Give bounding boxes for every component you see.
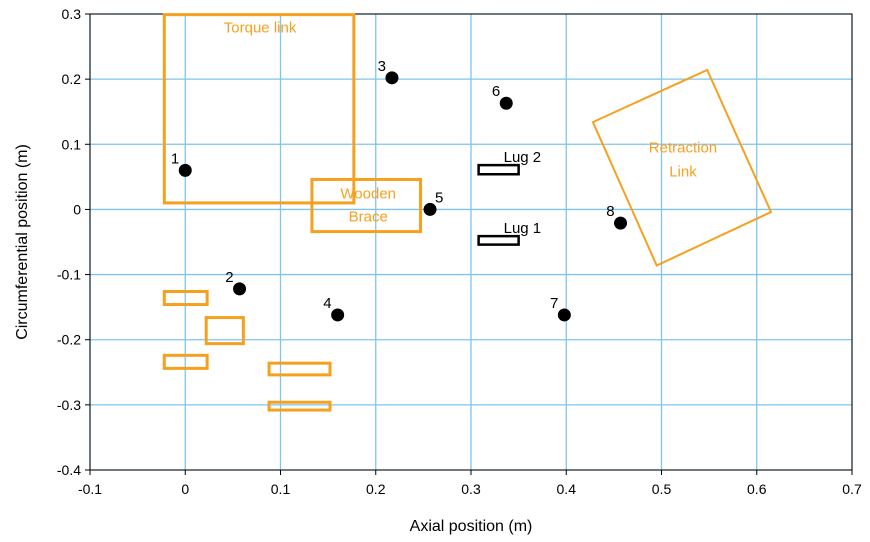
y-tick-label: -0.4 bbox=[57, 462, 81, 478]
sensor-point-6 bbox=[499, 96, 513, 110]
lug-label: Lug 1 bbox=[504, 220, 542, 237]
sensor-point-label: 8 bbox=[606, 203, 614, 220]
x-tick-label: 0.1 bbox=[271, 481, 291, 497]
sensor-point-label: 3 bbox=[378, 58, 386, 75]
sensor-point-7 bbox=[557, 308, 571, 322]
sensor-point-label: 7 bbox=[550, 295, 558, 312]
component-box bbox=[267, 361, 332, 377]
lug-2-outline bbox=[477, 163, 520, 176]
sensor-point-label: 6 bbox=[492, 83, 500, 100]
component-box bbox=[162, 353, 209, 370]
x-tick-label: -0.1 bbox=[78, 481, 102, 497]
retraction-link-label-line2: Link bbox=[669, 163, 697, 180]
x-tick-label: 0.4 bbox=[557, 481, 577, 497]
sensor-points: 1 2 3 4 5 6 7 8 bbox=[171, 58, 628, 322]
retraction-link-outline bbox=[591, 68, 773, 267]
component-box bbox=[204, 316, 245, 346]
y-axis-ticks: 0.3 0.2 0.1 0 -0.1 -0.2 -0.3 -0.4 bbox=[57, 6, 90, 478]
wooden-brace-outline bbox=[310, 177, 423, 234]
component-box bbox=[162, 290, 209, 307]
y-tick-label: 0.3 bbox=[62, 6, 82, 22]
sensor-point-4 bbox=[331, 308, 345, 322]
component-box bbox=[267, 400, 332, 412]
x-tick-label: 0.5 bbox=[652, 481, 672, 497]
sensor-point-label: 5 bbox=[435, 189, 443, 206]
x-axis-ticks: -0.1 0 0.1 0.2 0.3 0.4 0.5 0.6 0.7 bbox=[78, 470, 862, 497]
sensor-point-8 bbox=[614, 216, 628, 230]
x-axis-label: Axial position (m) bbox=[410, 518, 533, 535]
x-tick-label: 0.6 bbox=[747, 481, 767, 497]
torque-link-label: Torque link bbox=[224, 20, 297, 37]
sensor-point-2 bbox=[233, 282, 247, 296]
y-tick-label: -0.2 bbox=[57, 332, 81, 348]
y-tick-label: -0.1 bbox=[57, 267, 81, 283]
sensor-point-label: 2 bbox=[225, 269, 233, 286]
retraction-link-label-line1: Retraction bbox=[649, 139, 717, 156]
x-tick-label: 0.3 bbox=[461, 481, 481, 497]
y-tick-label: 0.2 bbox=[62, 71, 82, 87]
x-tick-label: 0.2 bbox=[366, 481, 386, 497]
lug-1-outline bbox=[477, 234, 520, 246]
torque-link-outline bbox=[162, 13, 356, 205]
sensor-point-label: 1 bbox=[171, 150, 179, 167]
sensor-point-3 bbox=[385, 71, 399, 85]
component-outlines: Torque link Wooden Brace Lug 2 Lug 1 Retracti… bbox=[162, 13, 773, 412]
sensor-point-label: 4 bbox=[323, 295, 331, 312]
y-tick-label: 0.1 bbox=[62, 136, 82, 152]
grid-lines bbox=[89, 13, 853, 471]
y-tick-label: -0.3 bbox=[57, 397, 81, 413]
lug-label: Lug 2 bbox=[504, 149, 542, 166]
x-tick-label: 0.7 bbox=[842, 481, 862, 497]
y-axis-label: Circumferential position (m) bbox=[14, 144, 31, 340]
y-tick-label: 0 bbox=[73, 201, 81, 217]
sensor-point-5 bbox=[423, 202, 437, 216]
x-tick-label: 0 bbox=[181, 481, 189, 497]
sensor-point-1 bbox=[178, 163, 192, 177]
wooden-brace-label: Wooden Brace bbox=[340, 185, 396, 225]
